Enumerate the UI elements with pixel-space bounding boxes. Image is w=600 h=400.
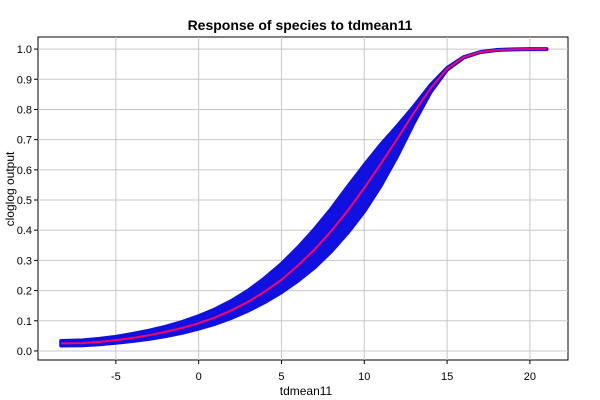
x-tick-label: -5 xyxy=(111,371,121,383)
mean-line-path xyxy=(61,48,547,345)
grid xyxy=(38,37,568,360)
y-tick-label: 0.8 xyxy=(17,104,32,116)
y-tick-label: 0.5 xyxy=(17,195,32,207)
y-tick-label: 0.6 xyxy=(17,165,32,177)
x-axis-ticks: -5 0 5 10 15 20 xyxy=(111,360,536,383)
x-tick-label: 20 xyxy=(524,371,536,383)
x-tick-label: 0 xyxy=(196,371,202,383)
x-tick-label: 5 xyxy=(278,371,284,383)
chart-title: Response of species to tdmean11 xyxy=(188,17,413,33)
y-tick-label: 0.0 xyxy=(17,346,32,358)
y-tick-label: 0.1 xyxy=(17,316,32,328)
x-axis-label: tdmean11 xyxy=(280,384,333,398)
y-tick-label: 0.4 xyxy=(17,225,32,237)
y-tick-label: 0.2 xyxy=(17,286,32,298)
x-tick-label: 10 xyxy=(358,371,370,383)
plot-area xyxy=(37,36,569,361)
y-tick-label: 1.0 xyxy=(17,44,32,56)
x-tick-label: 15 xyxy=(441,371,453,383)
mean-response-line xyxy=(61,48,547,345)
y-tick-label: 0.9 xyxy=(17,74,32,86)
y-tick-label: 0.3 xyxy=(17,255,32,267)
plot-frame xyxy=(37,36,569,361)
y-axis-ticks: 0.0 0.1 0.2 0.3 0.4 0.5 0.6 0.7 0.8 0.9 1.0 xyxy=(17,44,38,358)
y-tick-label: 0.7 xyxy=(17,135,32,147)
y-axis-label: cloglog output xyxy=(3,151,17,226)
